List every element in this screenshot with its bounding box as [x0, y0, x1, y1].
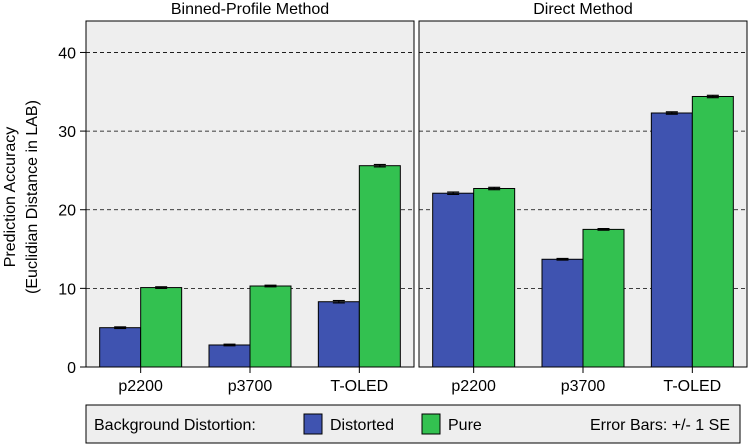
- bar-distorted: [650, 112, 693, 368]
- y-axis-label-line1: Prediction Accuracy: [2, 127, 19, 268]
- y-axis-label-line2: (Euclidian Distance in LAB): [24, 100, 41, 294]
- panel-binned-profile: Binned-Profile Method p2200 p3700 T-OLED: [85, 1, 415, 395]
- y-tick-label: 10: [58, 281, 76, 298]
- legend-box: [85, 404, 741, 444]
- bar-pure: [582, 228, 625, 368]
- bar-pure: [140, 287, 183, 368]
- x-tick-label: p2200: [118, 378, 163, 395]
- y-tick-label: 20: [58, 203, 76, 220]
- x-tick-label: p3700: [561, 378, 606, 395]
- panels: 0 10 20 30 40 Binned-Profile Method p2200 p3700…: [58, 1, 748, 395]
- legend-title: Background Distortion:: [94, 417, 256, 434]
- bar-distorted: [432, 192, 475, 368]
- bar-pure: [691, 95, 734, 368]
- y-tick-label: 40: [58, 45, 76, 62]
- panel-border: [85, 20, 415, 368]
- x-tick-label: T-OLED: [663, 378, 721, 395]
- legend-label-distorted: Distorted: [330, 417, 394, 434]
- y-tick-label: 30: [58, 124, 76, 141]
- panel-direct: Direct Method p2200 p3700 T-OLED: [418, 1, 748, 395]
- x-tick-label: T-OLED: [330, 378, 388, 395]
- legend-swatch-pure: [421, 413, 441, 435]
- legend-swatch-distorted: [303, 413, 323, 435]
- panel-title: Direct Method: [533, 1, 633, 18]
- bar-distorted: [541, 258, 584, 368]
- bar-distorted: [208, 344, 251, 368]
- legend: Background Distortion: Distorted Pure Er…: [85, 404, 741, 444]
- bar-pure: [358, 165, 401, 368]
- panel-border: [418, 20, 748, 368]
- legend-error-note: Error Bars: +/- 1 SE: [590, 417, 730, 434]
- y-tick-label: 0: [67, 360, 76, 377]
- bar-distorted: [99, 327, 142, 368]
- bar-pure: [249, 285, 292, 368]
- x-tick-label: p3700: [228, 378, 273, 395]
- panel-title: Binned-Profile Method: [171, 1, 329, 18]
- bar-distorted: [317, 301, 360, 368]
- y-axis-label: Prediction Accuracy (Euclidian Distance …: [2, 100, 41, 294]
- legend-label-pure: Pure: [448, 417, 482, 434]
- x-tick-label: p2200: [451, 378, 496, 395]
- bar-pure: [473, 187, 516, 368]
